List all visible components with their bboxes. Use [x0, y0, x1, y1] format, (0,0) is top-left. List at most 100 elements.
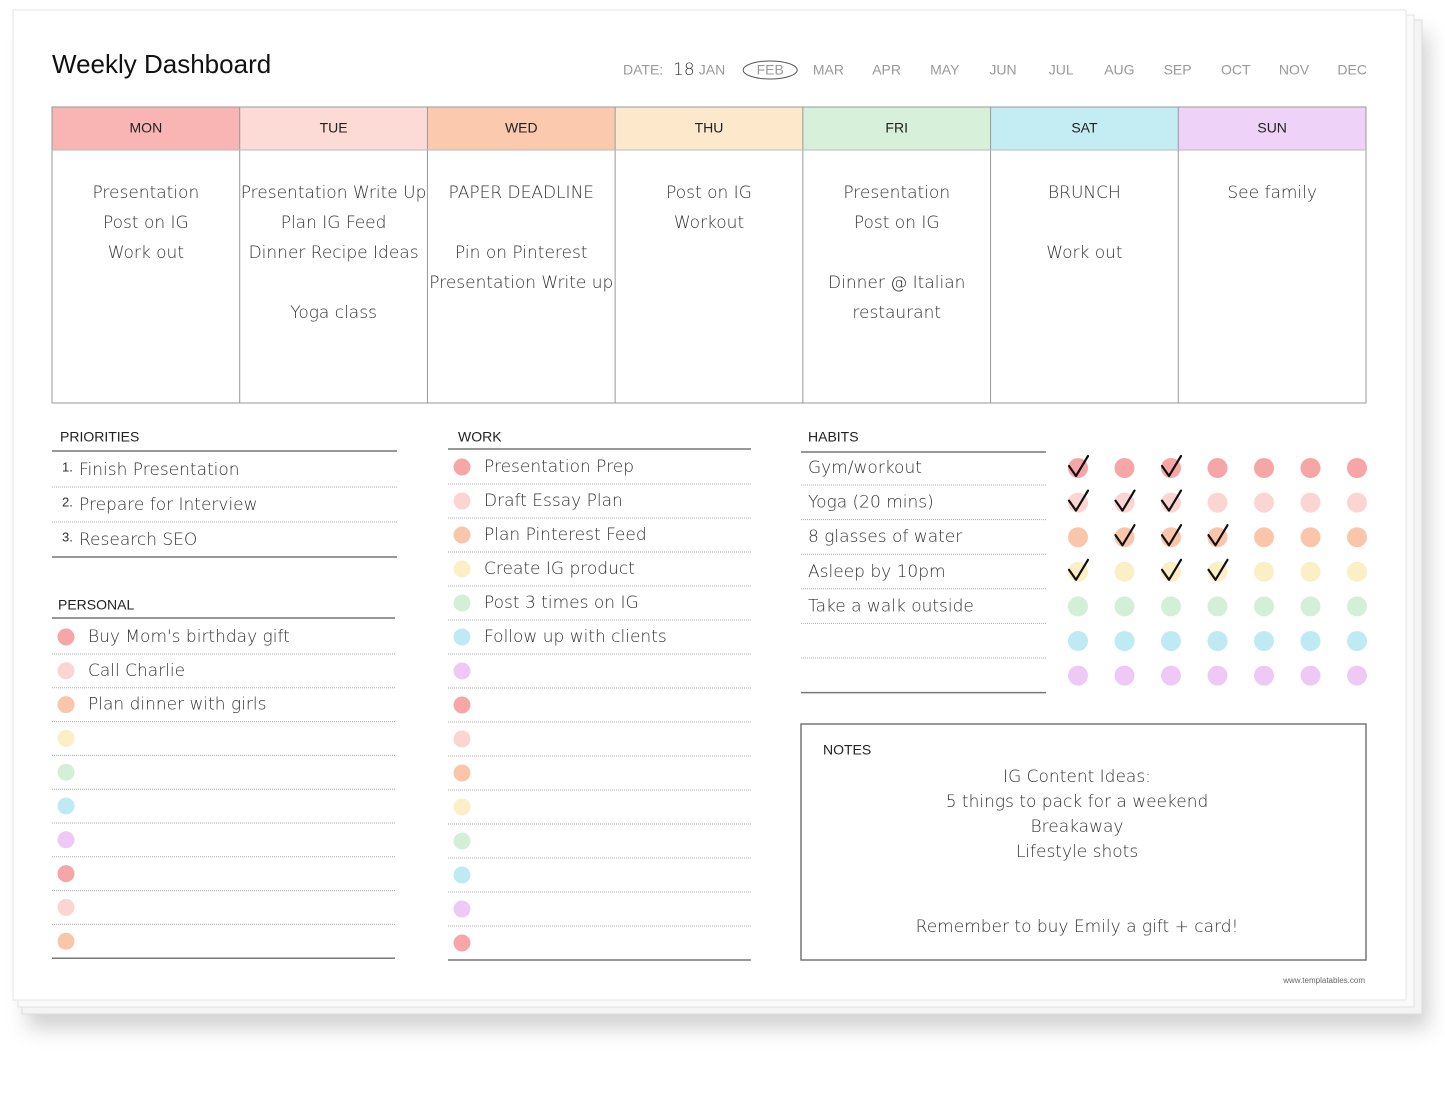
- color-dot: [453, 696, 471, 714]
- check-mark: [1114, 524, 1136, 547]
- habit-dot: [1207, 596, 1228, 617]
- day-entry: Dinner @ Italian: [828, 273, 965, 293]
- check-mark: [1067, 454, 1090, 478]
- color-dot: [453, 900, 471, 918]
- section-title: PRIORITIES: [60, 429, 139, 445]
- color-dot: [57, 831, 75, 849]
- color-dot: [453, 560, 471, 578]
- day-header: [427, 107, 616, 150]
- day-entry: Presentation Write up: [429, 273, 613, 293]
- color-dot: [57, 898, 75, 916]
- color-dot: [453, 662, 471, 680]
- item-text: Plan Pinterest Feed: [484, 525, 647, 545]
- day-entry: Post on IG: [854, 213, 940, 233]
- month: OCT: [1221, 62, 1251, 78]
- color-dot: [453, 832, 471, 850]
- habit-dot: [1207, 458, 1228, 478]
- habit-dot: [1207, 631, 1228, 651]
- habit-dot: [1347, 458, 1367, 478]
- day-entry: Plan IG Feed: [281, 213, 387, 233]
- day-entry: Work out: [1046, 243, 1122, 263]
- day-entry: Post on IG: [666, 183, 752, 203]
- footer: www.templatables.com: [1282, 976, 1365, 985]
- note-line: IG Content Ideas:: [1003, 767, 1151, 787]
- month: DEC: [1337, 62, 1367, 78]
- habit-dot: [1254, 561, 1274, 582]
- day-name: WED: [505, 120, 538, 136]
- section-title: PERSONAL: [58, 597, 134, 613]
- color-dot: [453, 764, 471, 782]
- day-name: SAT: [1071, 120, 1098, 136]
- habit-dot: [1254, 492, 1274, 513]
- week-table: [51, 106, 1367, 404]
- day-name: THU: [695, 120, 724, 136]
- habit-dot: [1300, 561, 1321, 582]
- color-dot: [453, 594, 471, 612]
- habit-text: Asleep by 10pm: [808, 562, 946, 582]
- habit-dot: [1254, 596, 1274, 617]
- check-mark: [1160, 454, 1183, 478]
- habit-dot: [1114, 458, 1135, 478]
- habit-dot: [1161, 631, 1181, 651]
- habit-dot: [1300, 631, 1321, 651]
- color-dot: [453, 492, 471, 510]
- habit-dot: [1068, 527, 1088, 548]
- item-text: Plan dinner with girls: [88, 695, 266, 715]
- date-label: DATE:: [623, 62, 663, 78]
- color-dot: [57, 662, 75, 680]
- day-entry: Post on IG: [103, 213, 189, 233]
- habit-dot: [1068, 665, 1088, 686]
- habit-text: Yoga (20 mins): [808, 493, 934, 513]
- month-circle: [742, 60, 798, 80]
- month: JUL: [1049, 62, 1074, 78]
- item-text: Call Charlie: [88, 661, 185, 681]
- day-header: [239, 107, 428, 150]
- item-number: 1.: [62, 459, 73, 474]
- habit-dot: [1300, 458, 1321, 478]
- month: JAN: [699, 62, 725, 78]
- habit-dot: [1347, 665, 1367, 686]
- check-mark: [1160, 558, 1183, 581]
- habit-dot: [1114, 665, 1135, 686]
- habit-dot: [1254, 631, 1274, 651]
- color-dot: [57, 628, 75, 646]
- day-entry: restaurant: [852, 303, 941, 323]
- habit-dot: [1300, 596, 1321, 617]
- color-dot: [57, 797, 75, 815]
- day-entry: See family: [1227, 183, 1317, 203]
- check-mark: [1067, 489, 1090, 512]
- check-mark: [1160, 489, 1183, 512]
- title: Weekly Dashboard: [52, 49, 271, 79]
- day-entry: Presentation: [843, 183, 950, 203]
- day-entry: Presentation: [92, 183, 199, 203]
- day-entry: Yoga class: [290, 303, 377, 323]
- habit-dot: [1068, 596, 1088, 617]
- item-text: Post 3 times on IG: [484, 593, 639, 613]
- day-name: SUN: [1257, 120, 1287, 136]
- habit-dot: [1114, 596, 1135, 617]
- notes-box: [800, 723, 1367, 961]
- habit-dot: [1254, 527, 1274, 548]
- color-dot: [453, 934, 471, 952]
- habit-dot: [1347, 631, 1367, 651]
- habit-text: Gym/workout: [808, 458, 922, 478]
- month: MAR: [813, 62, 844, 78]
- item-number: 2.: [62, 494, 73, 509]
- day-entry: Pin on Pinterest: [455, 243, 587, 263]
- color-dot: [453, 730, 471, 748]
- habit-text: 8 glasses of water: [808, 527, 962, 547]
- color-dot: [57, 696, 75, 714]
- item-text: Follow up with clients: [484, 627, 667, 647]
- item-text: Presentation Prep: [484, 457, 634, 477]
- note-line: Breakaway: [1031, 817, 1124, 837]
- habit-dot: [1347, 492, 1367, 513]
- color-dot: [453, 458, 471, 476]
- month: AUG: [1104, 62, 1134, 78]
- day-header: [802, 107, 991, 150]
- item-text: Research SEO: [79, 530, 197, 550]
- day-entry: Presentation Write Up: [241, 183, 427, 203]
- check-mark: [1067, 558, 1090, 581]
- note-line: 5 things to pack for a weekend: [946, 792, 1209, 812]
